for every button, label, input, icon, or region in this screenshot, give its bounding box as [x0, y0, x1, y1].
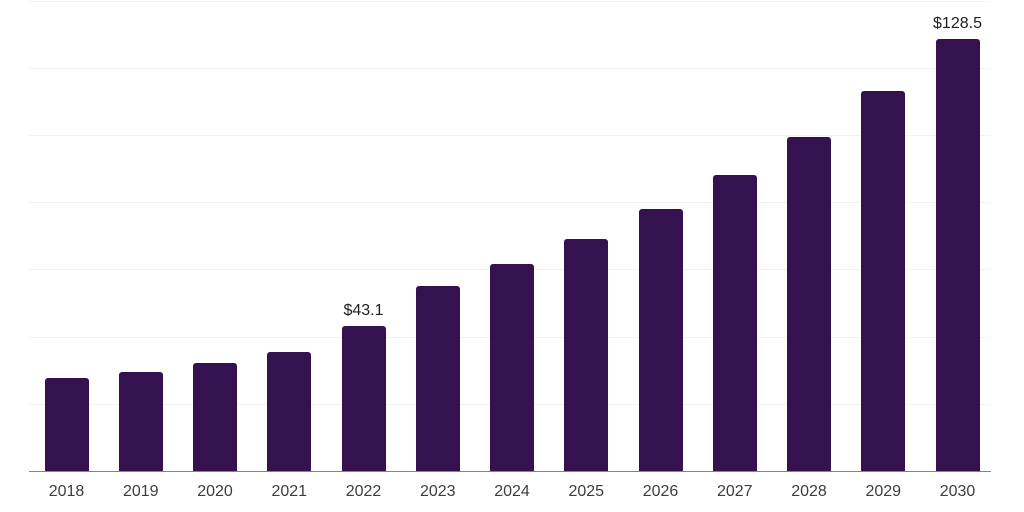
x-tick-label-2020: 2020 [197, 483, 233, 500]
x-tick-label-2019: 2019 [122, 483, 159, 500]
gridline-120 [29, 67, 991, 69]
x-tick-label-2027: 2027 [716, 483, 753, 500]
x-tick-label-2029: 2029 [865, 483, 902, 500]
bar-2030 [935, 39, 980, 471]
x-tick-label-2028: 2028 [791, 483, 827, 500]
gridline-140 [29, 0, 991, 2]
bar-2027 [712, 174, 757, 471]
x-tick-label-2023: 2023 [419, 483, 456, 500]
data-label-2022: $43.1 [343, 302, 384, 320]
bar-2028 [787, 136, 831, 471]
bar-2018 [44, 377, 89, 471]
bar-2022 [341, 326, 386, 471]
bar-2026 [638, 209, 683, 471]
x-tick-label-2022: 2022 [345, 483, 382, 500]
bar-2023 [415, 285, 460, 471]
gridline-80 [29, 202, 991, 204]
bar-2029 [861, 90, 906, 471]
x-tick-label-2018: 2018 [48, 483, 85, 500]
x-tick-label-2024: 2024 [494, 483, 530, 500]
plot-area: $43.1 $128.5 [29, 0, 991, 472]
bar-2020 [193, 362, 237, 471]
x-tick-label-2025: 2025 [568, 483, 605, 500]
bar-2021 [267, 352, 312, 471]
x-tick-label-2026: 2026 [642, 483, 679, 500]
bar-2024 [490, 264, 534, 471]
x-tick-label-2030: 2030 [939, 483, 976, 500]
bar-2019 [118, 371, 163, 471]
gridline-100 [29, 135, 991, 136]
x-tick-label-2021: 2021 [271, 483, 308, 500]
x-axis-line [29, 471, 991, 472]
bar-2025 [564, 239, 609, 471]
data-label-2030: $128.5 [933, 15, 982, 33]
